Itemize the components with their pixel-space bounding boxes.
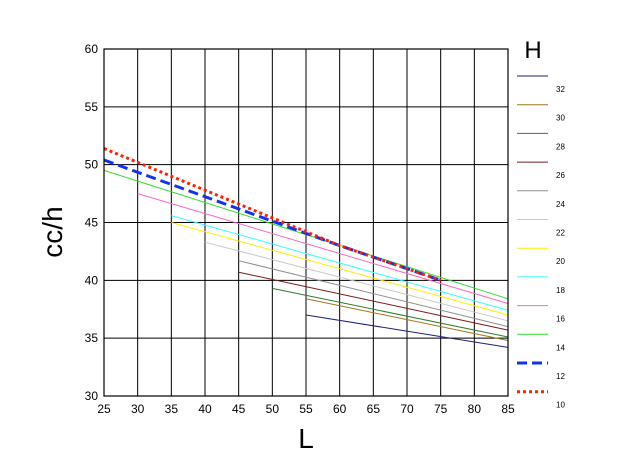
grid xyxy=(103,48,509,397)
x-tick-label: 75 xyxy=(434,402,448,416)
series-line-h22 xyxy=(204,241,509,322)
y-tick-label: 55 xyxy=(85,100,99,114)
series-line-h30 xyxy=(305,298,509,341)
y-tick-label: 35 xyxy=(85,331,99,345)
legend-label: 16 xyxy=(556,315,565,324)
x-tick-label: 80 xyxy=(468,402,482,416)
legend-label: 28 xyxy=(556,142,565,151)
y-tick-label: 30 xyxy=(85,389,99,403)
legend-label: 24 xyxy=(556,200,565,209)
y-tick-label: 60 xyxy=(85,42,99,56)
y-tick-label: 50 xyxy=(85,158,99,172)
series-line-h28 xyxy=(272,287,509,338)
x-tick-label: 35 xyxy=(165,402,179,416)
x-tick-label: 50 xyxy=(266,402,280,416)
series-lines xyxy=(103,147,509,348)
series-line-h16 xyxy=(137,193,509,304)
y-axis-title: cc/h xyxy=(37,206,68,257)
legend: 32 30 28 26 24 22 20 18 16 14 12 10 xyxy=(517,75,565,410)
x-tick-label: 25 xyxy=(97,402,111,416)
x-tick-labels: 25 30 35 40 45 50 55 60 65 70 75 80 85 xyxy=(97,402,515,416)
legend-label: 20 xyxy=(556,257,565,266)
series-line-h20 xyxy=(171,222,509,316)
legend-label: 32 xyxy=(556,85,565,94)
plot-frame xyxy=(103,48,509,397)
legend-label: 12 xyxy=(556,372,565,381)
x-tick-label: 60 xyxy=(333,402,347,416)
x-tick-label: 70 xyxy=(400,402,414,416)
legend-label: 14 xyxy=(556,343,565,352)
y-tick-label: 45 xyxy=(85,216,99,230)
x-tick-label: 85 xyxy=(501,402,515,416)
series-line-h26 xyxy=(238,271,509,331)
x-tick-label: 65 xyxy=(367,402,381,416)
series-line-h32 xyxy=(305,314,509,348)
x-axis-title: L xyxy=(298,423,314,454)
y-tick-labels: 60 55 50 45 40 35 30 xyxy=(85,42,99,403)
legend-title: H xyxy=(524,37,541,64)
legend-label: 18 xyxy=(556,286,565,295)
series-line-h24 xyxy=(238,260,509,328)
y-tick-label: 40 xyxy=(85,273,99,287)
series-line-h18 xyxy=(171,215,509,311)
x-tick-label: 30 xyxy=(131,402,145,416)
legend-label: 26 xyxy=(556,171,565,180)
legend-label: 10 xyxy=(556,401,565,410)
series-line-h10 xyxy=(103,147,442,282)
legend-label: 22 xyxy=(556,229,565,238)
legend-label: 30 xyxy=(556,114,565,123)
x-tick-label: 45 xyxy=(232,402,246,416)
x-tick-label: 55 xyxy=(299,402,313,416)
x-tick-label: 40 xyxy=(198,402,212,416)
